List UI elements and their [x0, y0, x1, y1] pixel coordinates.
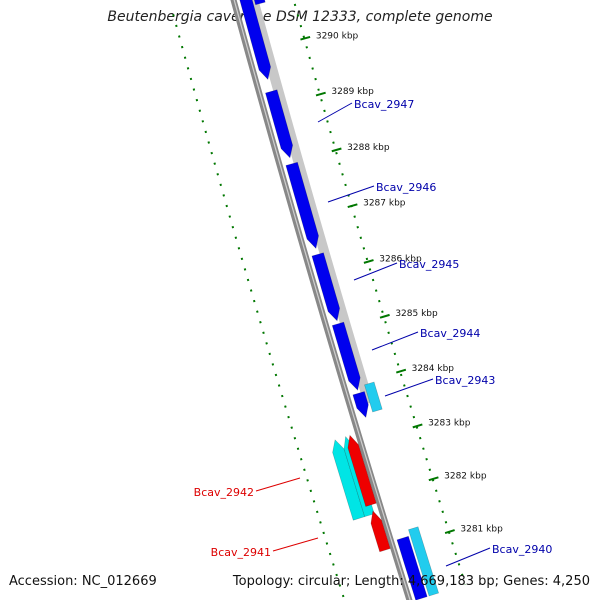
gene-label-leader-3	[353, 262, 398, 281]
gene-feature-1	[239, 0, 271, 80]
gene-label-leader-2	[327, 185, 375, 203]
tick-mark-2	[315, 91, 326, 97]
gene-label-bcav-2940[interactable]: Bcav_2940	[492, 543, 552, 556]
accession-text: Accession: NC_012669	[9, 574, 157, 589]
tick-mark-9	[428, 476, 439, 482]
tick-mark-8	[412, 423, 423, 429]
gene-feature-12	[396, 535, 428, 600]
gene-features-layer	[239, 0, 440, 600]
tick-mark-4	[347, 203, 358, 209]
tick-label-3: 3288 kbp	[347, 143, 390, 153]
gene-label-leader-1	[317, 102, 353, 123]
tick-label-1: 3290 kbp	[316, 31, 359, 41]
tick-mark-5	[363, 259, 374, 264]
gene-feature-5	[331, 321, 361, 391]
gene-label-leader-5	[384, 378, 434, 397]
tick-mark-6	[379, 313, 390, 319]
gene-feature-3	[285, 161, 319, 249]
gene-label-bcav-2944[interactable]: Bcav_2944	[420, 327, 480, 340]
tick-label-10: 3281 kbp	[460, 524, 503, 534]
gene-label-bcav-2946[interactable]: Bcav_2946	[376, 181, 436, 194]
gene-label-leader-6	[255, 477, 301, 492]
gene-label-bcav-2942[interactable]: Bcav_2942	[194, 486, 254, 499]
tick-mark-3	[331, 147, 342, 153]
gene-feature-13	[408, 526, 440, 597]
gene-feature-14	[253, 0, 266, 6]
gene-label-bcav-2947[interactable]: Bcav_2947	[354, 98, 414, 111]
gene-label-leader-7	[272, 537, 319, 552]
gene-feature-11	[370, 510, 391, 553]
map-background-layer	[172, 0, 467, 600]
backbone-line	[230, 0, 413, 600]
gene-label-bcav-2945[interactable]: Bcav_2945	[399, 258, 459, 271]
gene-feature-6	[352, 391, 369, 418]
tick-mark-7	[395, 368, 407, 374]
tick-label-9: 3282 kbp	[444, 472, 487, 482]
tick-label-4: 3287 kbp	[363, 199, 406, 209]
gene-feature-7	[364, 381, 383, 413]
tick-mark-10	[444, 529, 455, 534]
tick-mark-1	[300, 35, 311, 41]
genome-summary-text: Topology: circular; Length: 4,669,183 bp…	[232, 574, 590, 589]
tick-label-8: 3283 kbp	[428, 419, 471, 429]
map-title: Beutenbergia cavernae DSM 12333, complet…	[107, 9, 493, 25]
gene-label-leader-4	[371, 331, 419, 351]
backbone-highlight	[233, 0, 411, 600]
tick-label-7: 3284 kbp	[412, 364, 455, 374]
gene-label-bcav-2943[interactable]: Bcav_2943	[435, 374, 495, 387]
gene-feature-4	[311, 252, 340, 322]
gene-label-layer: Bcav_2947 Bcav_2946 Bcav_2945 Bcav_2944 Bcav…	[194, 98, 552, 567]
tick-label-5: 3286 kbp	[379, 254, 422, 264]
gene-label-bcav-2941[interactable]: Bcav_2941	[211, 546, 271, 559]
tick-layer: 3290 kbp 3289 kbp 3288 kbp 3287 kbp 3286 kbp…	[300, 31, 503, 534]
gene-feature-2	[265, 89, 293, 159]
tick-label-6: 3285 kbp	[395, 309, 438, 319]
gene-feature-10	[347, 434, 377, 507]
gene-label-leader-8	[445, 547, 491, 567]
tick-label-2: 3289 kbp	[331, 87, 374, 97]
